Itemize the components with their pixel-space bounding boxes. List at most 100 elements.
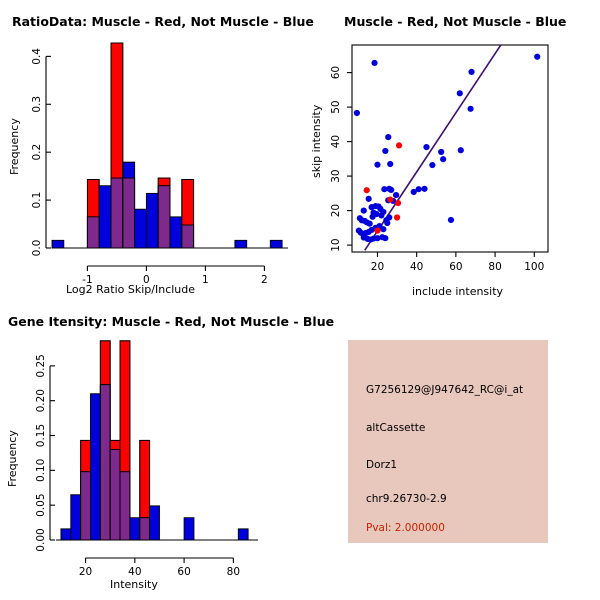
scatter-title: Muscle - Red, Not Muscle - Blue — [344, 14, 567, 29]
ratio-y-tick: 0.4 — [31, 48, 43, 65]
ratio-y-tick: 0.0 — [31, 240, 43, 257]
scatter-point — [393, 214, 401, 221]
ratio-bar-blue — [169, 216, 183, 249]
scatter-point — [387, 160, 394, 168]
scatter-y-tick: 40 — [330, 135, 342, 148]
gene-y-tick: 0.10 — [35, 459, 47, 482]
intensity-scatter-panel: Muscle - Red, Not Muscle - Blue skip int… — [300, 0, 600, 300]
scatter-point — [393, 191, 400, 199]
scatter-point — [394, 199, 402, 207]
scatter-point — [384, 219, 391, 227]
gene-bar-blue — [183, 517, 195, 541]
gene-bar-overlap — [80, 471, 91, 541]
gene-intensity-plot: 0.00 0.05 0.10 0.15 0.20 0.25 20 40 60 80 — [35, 340, 258, 578]
gene-y-tick: 0.15 — [35, 424, 47, 447]
scatter-point — [457, 147, 464, 154]
gene-bar-blue — [149, 505, 160, 541]
scatter-point — [366, 220, 373, 227]
pval-text: Pval: 2.000000 — [366, 522, 445, 534]
scatter-point — [381, 186, 388, 193]
ratio-histogram-plot: 0.0 0.1 0.2 0.3 0.4 -1 0 1 2 — [31, 42, 288, 286]
gene-y-tick: 0.05 — [35, 493, 47, 516]
scatter-point — [365, 195, 372, 202]
scatter-point — [382, 147, 389, 155]
scatter-point — [456, 90, 463, 97]
scatter-x-tick: 20 — [371, 261, 384, 273]
scatter-point — [374, 227, 381, 234]
scatter-point — [374, 235, 381, 242]
gene-bar-overlap — [119, 471, 131, 541]
ratio-histogram-title: RatioData: Muscle - Red, Not Muscle - Bl… — [12, 14, 314, 29]
scatter-point — [429, 161, 436, 169]
scatter-point — [421, 185, 428, 192]
scatter-x-axis-label: include intensity — [412, 285, 504, 298]
scatter-point — [353, 109, 360, 117]
ratio-bar-blue — [98, 185, 112, 249]
scatter-point — [388, 186, 395, 193]
scatter-point — [440, 156, 447, 163]
scatter-point — [447, 216, 455, 224]
feature-info-box: G7256129@J947642_RC@i_at altCassette Dor… — [348, 340, 548, 543]
gene-x-tick: 80 — [227, 566, 240, 578]
ratio-y-tick: 0.3 — [31, 96, 43, 113]
ratio-bar-blue — [134, 208, 147, 249]
ratio-bar-overlap — [110, 177, 124, 249]
scatter-plot: 10 20 30 40 50 60 20 40 60 80 100 — [330, 44, 549, 273]
event-type-text: altCassette — [366, 422, 426, 434]
ratio-bar-overlap — [157, 185, 171, 249]
scatter-y-tick: 30 — [330, 169, 342, 182]
scatter-point — [385, 134, 392, 141]
scatter-point — [373, 210, 380, 218]
scatter-y-tick: 20 — [330, 204, 342, 217]
scatter-frame — [351, 44, 549, 253]
gene-bar-blue — [60, 528, 72, 541]
gene-intensity-panel: Gene Itensity: Muscle - Red, Not Muscle … — [0, 300, 334, 600]
scatter-point — [355, 227, 362, 234]
scatter-x-tick: 100 — [524, 261, 544, 273]
scatter-point — [467, 105, 474, 112]
scatter-y-tick: 10 — [330, 238, 342, 251]
scatter-point — [423, 144, 430, 151]
gene-bar-blue — [90, 393, 101, 541]
scatter-x-tick: 40 — [410, 261, 423, 273]
feature-info-panel: G7256129@J947642_RC@i_at altCassette Dor… — [300, 300, 600, 600]
scatter-point — [534, 53, 541, 60]
ratio-bar-blue — [145, 192, 159, 249]
gene-bar-blue — [129, 517, 141, 541]
gene-x-tick: 40 — [128, 566, 141, 578]
gene-y-tick: 0.20 — [35, 389, 47, 412]
scatter-point — [382, 235, 389, 242]
gene-bar-blue — [70, 494, 82, 541]
ratio-y-tick: 0.2 — [31, 144, 43, 161]
scatter-point — [374, 161, 381, 168]
gene-x-tick: 20 — [79, 566, 92, 578]
scatter-x-tick: 80 — [488, 261, 501, 273]
ratio-x-tick: 2 — [261, 274, 268, 286]
scatter-point — [360, 207, 367, 214]
scatter-x-tick: 60 — [449, 261, 462, 273]
scatter-point — [415, 186, 422, 193]
ratio-bar-blue — [269, 239, 283, 249]
ratio-bar-overlap — [86, 216, 100, 249]
scatter-point — [386, 214, 393, 221]
ratio-x-tick: 0 — [143, 274, 150, 286]
ratio-bar-blue — [234, 239, 248, 249]
gene-bar-overlap — [109, 448, 121, 541]
scatter-point — [380, 208, 387, 216]
gene-x-tick: 60 — [177, 566, 190, 578]
ratio-x-tick: 1 — [202, 274, 209, 286]
scatter-point — [371, 59, 378, 67]
scatter-point — [363, 187, 370, 194]
scatter-point — [438, 148, 445, 156]
ratio-x-axis-label: Log2 Ratio Skip/Include — [66, 283, 196, 296]
scatter-point — [410, 188, 417, 196]
scatter-point — [387, 196, 394, 203]
scatter-point — [395, 142, 403, 149]
gene-bar-overlap — [99, 384, 111, 541]
gene-y-tick: 0.00 — [35, 528, 47, 551]
scatter-y-tick: 50 — [330, 100, 342, 113]
locus-text: chr9.26730-2.9 — [366, 493, 447, 505]
scatter-point — [468, 68, 475, 76]
gene-bar-overlap — [139, 517, 151, 541]
gene-y-tick: 0.25 — [35, 354, 47, 377]
